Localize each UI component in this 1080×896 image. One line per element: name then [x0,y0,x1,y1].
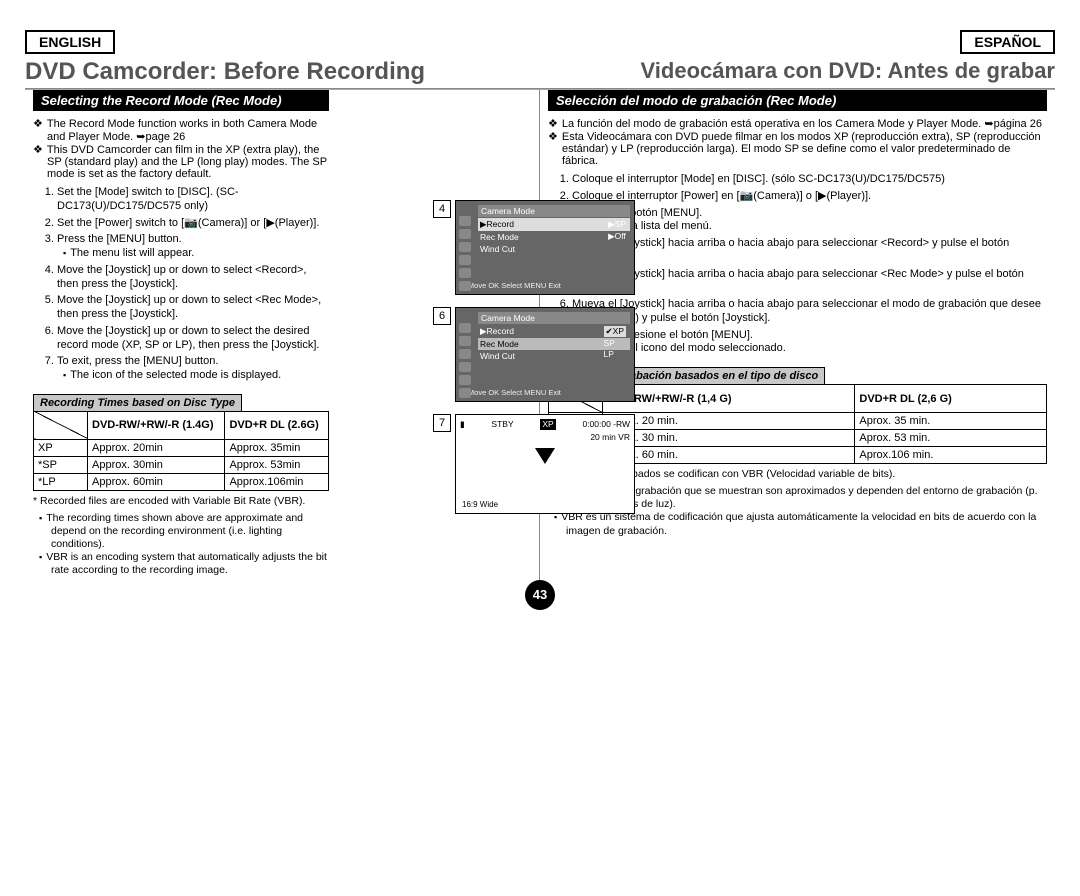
aspect-label: 16:9 Wide [462,500,498,509]
timecode: 0:00:00 -RW [582,419,630,430]
table-header: DVD+R DL (2,6 G) [855,385,1047,413]
notes-left: The recording times shown above are appr… [33,512,329,578]
bullet: La función del modo de grabación está op… [562,117,1047,130]
screen-mode: Camera Mode [478,312,630,324]
table-title-left: Recording Times based on Disc Type [33,394,242,411]
table-cell: Approx. 53min [225,456,329,473]
option-values: ▶SP ▶Off [608,219,626,242]
table-cell: *SP [34,456,88,473]
step: Move the [Joystick] up or down to select… [57,325,329,353]
title-right: Videocámara con DVD: Antes de grabar [540,58,1055,86]
table-cell: XP [34,439,88,456]
step: Press the [MENU] button. The menu list w… [57,233,329,261]
panel-number: 4 [433,200,451,218]
camcorder-screens: 4 Camera Mode ▶Record Rec Mode Wind Cut … [455,200,660,526]
step: To exit, press the [MENU] button. The ic… [57,355,329,383]
table-cell: Approx. 60min [88,473,225,490]
table-cell: Aprox.106 min. [855,447,1047,464]
menu-row: Wind Cut [478,243,630,255]
note-vbr: * Recorded files are encoded with Variab… [33,495,329,508]
note: The recording times shown above are appr… [51,512,329,551]
intro-bullets-left: The Record Mode function works in both C… [33,117,329,180]
table-cell: Aprox. 53 min. [855,430,1047,447]
standby-screen: ▮ STBY XP 0:00:00 -RW 20 min VR 16:9 Wid… [455,414,635,514]
table-cell: Aprox. 35 min. [855,413,1047,430]
recording-table-left: DVD-RW/+RW/-R (1.4G) DVD+R DL (2.6G) XPA… [33,411,329,491]
step: Set the [Power] switch to [📷(Camera)] or… [57,217,329,231]
panel-number: 7 [433,414,451,432]
step: Move the [Joystick] up or down to select… [57,294,329,322]
menu-screen: Camera Mode ▶Record Rec Mode Wind Cut ▶S… [455,200,635,295]
intro-bullets-right: La función del modo de grabación está op… [548,117,1047,167]
step: Move the [Joystick] up or down to select… [57,264,329,292]
bullet: The Record Mode function works in both C… [47,117,329,143]
substep: The icon of the selected mode is display… [75,369,329,383]
side-icons [459,216,471,291]
table-cell: Approx. 20min [88,439,225,456]
lang-spanish: ESPAÑOL [960,30,1055,54]
option-values: ✔XP SP LP [604,326,626,359]
screen-mode: Camera Mode [478,205,630,217]
table-cell: Approx. 30min [88,456,225,473]
screen-7: 7 ▮ STBY XP 0:00:00 -RW 20 min VR 16:9 W… [455,414,660,514]
table-header: DVD-RW/+RW/-R (1.4G) [88,411,225,439]
lang-english: ENGLISH [25,30,115,54]
title-left: DVD Camcorder: Before Recording [25,58,540,86]
page-number: 43 [525,580,555,610]
remaining-time: 20 min VR [460,432,630,442]
screen-footer: ♦ Move OK Select MENU Exit [460,386,630,397]
panel-number: 6 [433,307,451,325]
battery-icon: ▮ [460,419,465,430]
subheading-left: Selecting the Record Mode (Rec Mode) [33,90,329,111]
side-icons [459,323,471,398]
play-triangle-icon [535,448,555,464]
screen-6: 6 Camera Mode ▶Record Rec Mode Wind Cut … [455,307,660,402]
steps-left: Set the [Mode] switch to [DISC]. (SC-DC1… [33,186,329,383]
page-titles: DVD Camcorder: Before Recording Videocám… [25,58,1055,89]
screen-footer: ♦ Move OK Select MENU Exit [460,279,630,290]
screen-4: 4 Camera Mode ▶Record Rec Mode Wind Cut … [455,200,660,295]
table-corner [34,411,88,439]
menu-screen: Camera Mode ▶Record Rec Mode Wind Cut ✔X… [455,307,635,402]
language-bar: ENGLISH ESPAÑOL [25,30,1055,54]
table-header: DVD+R DL (2.6G) [225,411,329,439]
stby-label: STBY [491,419,513,430]
substep: The menu list will appear. [75,247,329,261]
step: Set the [Mode] switch to [DISC]. (SC-DC1… [57,186,329,214]
subheading-right: Selección del modo de grabación (Rec Mod… [548,90,1047,111]
table-cell: *LP [34,473,88,490]
table-cell: Approx. 35min [225,439,329,456]
table-cell: Approx.106min [225,473,329,490]
mode-badge: XP [540,419,555,430]
bullet: This DVD Camcorder can film in the XP (e… [47,143,329,180]
note: VBR is an encoding system that automatic… [51,551,329,577]
bullet: Esta Videocámara con DVD puede filmar en… [562,130,1047,167]
step: Coloque el interruptor [Mode] en [DISC].… [572,173,1047,187]
